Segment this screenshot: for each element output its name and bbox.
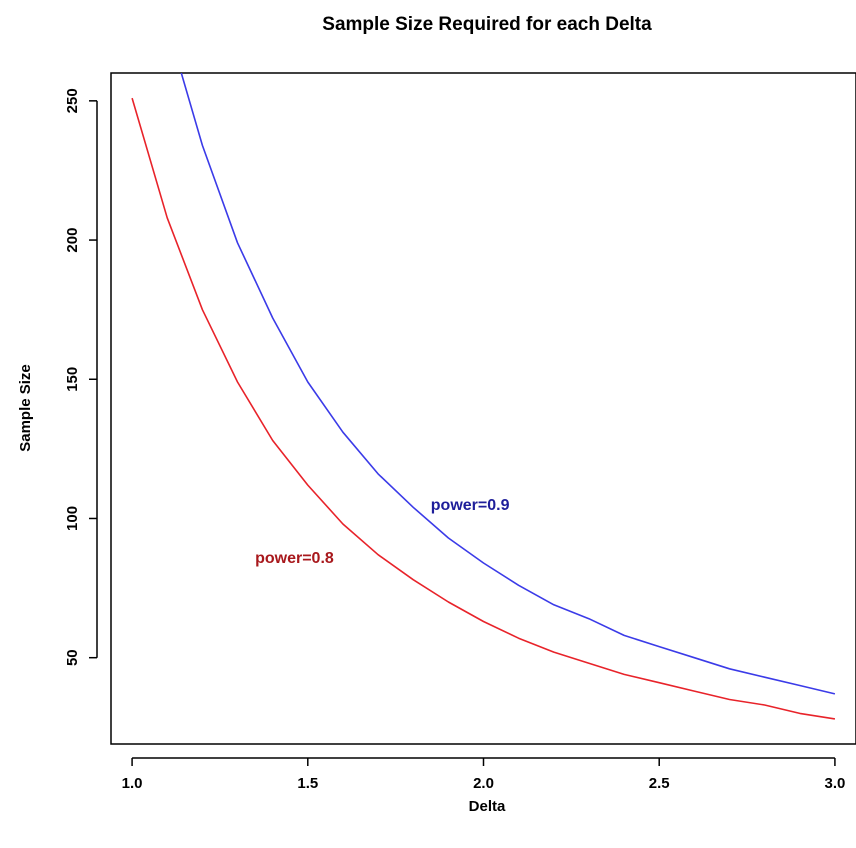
annotation-2: power=0.9 (431, 497, 510, 514)
x-tick-label: 2.0 (473, 775, 494, 792)
y-tick-label: 150 (64, 367, 81, 392)
chart-title: Sample Size Required for each Delta (322, 14, 652, 35)
annotation-layer: power=0.8 power=0.9 (255, 497, 510, 567)
plot-frame (110, 72, 856, 745)
annotation-1: power=0.8 (255, 550, 334, 567)
y-tick-label: 50 (64, 649, 81, 666)
x-tick-label: 1.5 (297, 775, 318, 792)
x-tick-label: 1.0 (122, 775, 143, 792)
series-line-1 (131, 97, 836, 720)
x-tick-label: 2.5 (649, 775, 670, 792)
x-axis-label: Delta (469, 798, 506, 815)
series-layer (131, 73, 836, 720)
x-tick-label: 3.0 (824, 775, 845, 792)
y-tick-label: 200 (64, 228, 81, 253)
series-line-2 (180, 73, 836, 695)
y-tick-label: 100 (64, 506, 81, 531)
y-axis-label: Sample Size (17, 364, 34, 452)
x-axis: 1.0 1.5 2.0 2.5 3.0 (122, 757, 845, 792)
y-tick-label: 250 (64, 88, 81, 113)
y-axis: 50 100 150 200 250 (64, 88, 98, 666)
